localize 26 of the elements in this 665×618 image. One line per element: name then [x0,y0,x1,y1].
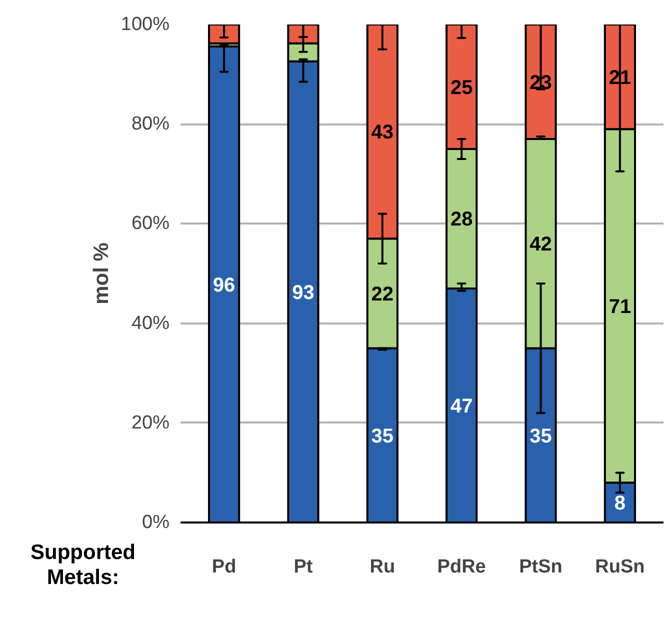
data-label: 96 [212,274,236,296]
x-tick-label: Pd [212,556,236,578]
data-label: 28 [450,208,473,231]
data-label: 47 [450,395,473,418]
data-label: 35 [371,425,394,448]
x-tick-label: Pt [294,556,314,578]
data-label: 93 [292,282,314,304]
y-tick-label: 20% [131,412,170,434]
x-tick-label: PtSn [519,556,562,578]
y-tick-label: 80% [131,114,170,135]
data-label: 25 [450,76,473,99]
x-tick-label: RuSn [595,556,645,578]
data-label: 35 [530,425,552,448]
data-label: 42 [530,234,552,256]
data-label: 22 [371,283,394,306]
y-tick-label: 40% [131,312,170,334]
y-tick-label: 0% [142,512,170,533]
data-label: 8 [614,492,626,515]
y-tick-label: 60% [131,213,170,234]
y-tick-label: 100% [120,14,170,35]
x-tick-label: Ru [370,556,396,578]
y-axis-title: mol % [90,242,113,304]
data-label: 71 [608,296,632,318]
data-label: 43 [371,122,394,144]
x-axis-title: Supported Metals: [30,540,136,590]
x-tick-label: PdRe [437,556,486,578]
